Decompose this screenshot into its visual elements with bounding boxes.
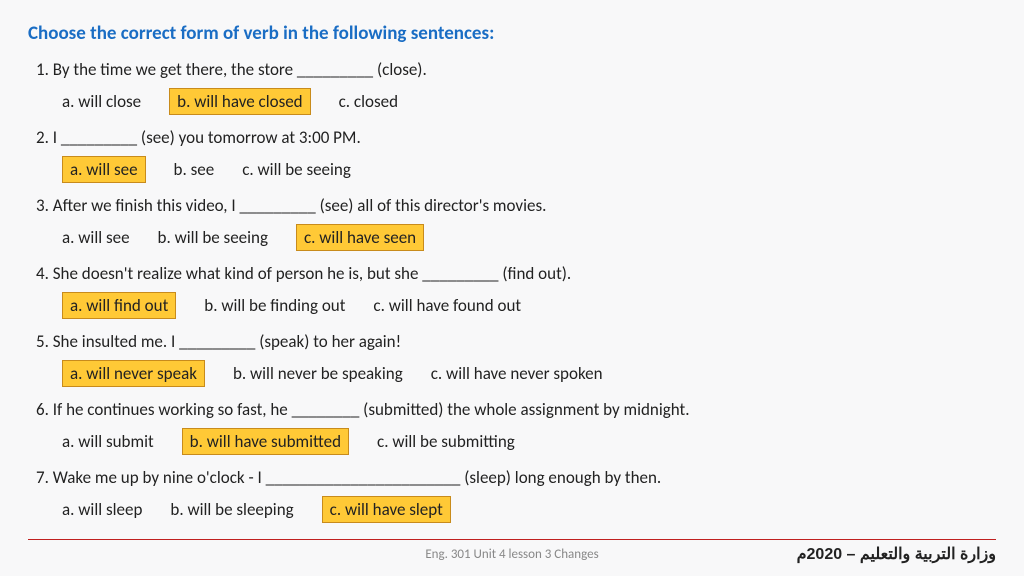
options-row: a. will find out b. will be finding out c.…	[62, 292, 996, 319]
question-text: 5. She insulted me. I _________ (speak) …	[36, 331, 996, 352]
option-highlighted: b. will have submitted	[182, 428, 349, 455]
option: c. will be submitting	[377, 431, 515, 452]
footer-right-text: وزارة التربية والتعليم – 2020م	[797, 544, 996, 564]
question-text: 7. Wake me up by nine o'clock - I ______…	[36, 467, 996, 488]
option-highlighted: a. will find out	[62, 292, 176, 319]
option-highlighted: c. will have seen	[296, 224, 424, 251]
question-text: 6. If he continues working so fast, he _…	[36, 399, 996, 420]
option: c. will have found out	[373, 295, 521, 316]
option: b. see	[174, 159, 215, 180]
question-text: 1. By the time we get there, the store _…	[36, 59, 996, 80]
instruction-title: Choose the correct form of verb in the f…	[28, 22, 996, 45]
options-row: a. will never speak b. will never be spea…	[62, 360, 996, 387]
option: c. closed	[339, 91, 398, 112]
option-highlighted: a. will never speak	[62, 360, 205, 387]
option: b. will never be speaking	[233, 363, 403, 384]
option-highlighted: b. will have closed	[169, 88, 310, 115]
question-text: 2. I _________ (see) you tomorrow at 3:0…	[36, 127, 996, 148]
question-text: 4. She doesn't realize what kind of pers…	[36, 263, 996, 284]
options-row: a. will see b. will be seeing c. will have…	[62, 224, 996, 251]
options-row: a. will submit b. will have submitted c. w…	[62, 428, 996, 455]
option: c. will be seeing	[242, 159, 351, 180]
questions-container: 1. By the time we get there, the store _…	[28, 59, 996, 523]
options-row: a. will see b. see c. will be seeing	[62, 156, 996, 183]
option-highlighted: c. will have slept	[322, 496, 451, 523]
option: a. will submit	[62, 431, 154, 452]
option: a. will sleep	[62, 499, 142, 520]
footer-center-text: Eng. 301 Unit 4 lesson 3 Changes	[425, 547, 598, 562]
option-highlighted: a. will see	[62, 156, 146, 183]
option: c. will have never spoken	[431, 363, 603, 384]
option: a. will see	[62, 227, 130, 248]
options-row: a. will close b. will have closed c. close…	[62, 88, 996, 115]
question-text: 3. After we finish this video, I _______…	[36, 195, 996, 216]
option: b. will be seeing	[158, 227, 268, 248]
options-row: a. will sleep b. will be sleeping c. will …	[62, 496, 996, 523]
footer: Eng. 301 Unit 4 lesson 3 Changes وزارة ا…	[28, 539, 996, 564]
option: a. will close	[62, 91, 141, 112]
option: b. will be sleeping	[170, 499, 293, 520]
option: b. will be finding out	[204, 295, 345, 316]
